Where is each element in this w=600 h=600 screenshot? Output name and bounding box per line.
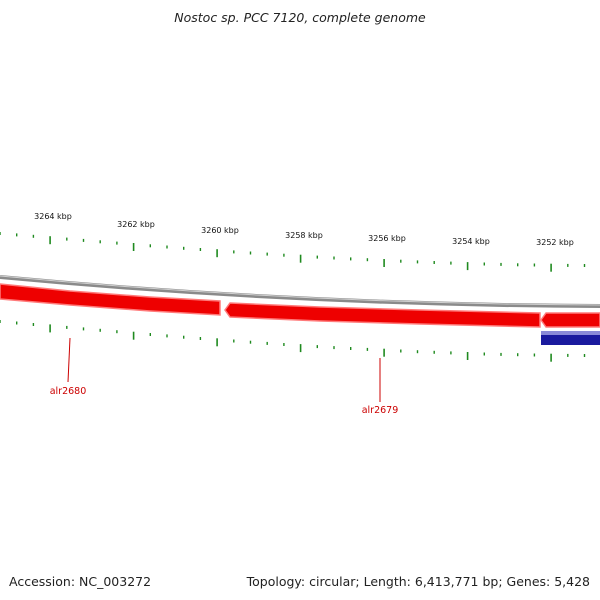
gene-neighbor-forward[interactable]: [540, 312, 600, 328]
kbp-label: 3260 kbp: [201, 226, 239, 235]
genome-backbone: [0, 275, 600, 308]
inner-scale-ticks: [0, 320, 586, 362]
gene-label: alr2680: [50, 386, 87, 397]
gene-arrow-alr2680[interactable]: [0, 283, 221, 316]
gene-arrow-forward-edge[interactable]: [540, 312, 600, 328]
gene-label-alr2680: alr2680: [50, 337, 87, 397]
accession: Accession: NC_003272: [9, 574, 151, 589]
kbp-labels: 3264 kbp 3262 kbp 3260 kbp 3258 kbp 3256…: [34, 212, 574, 247]
gene-block-reverse-highlight: [541, 331, 600, 335]
kbp-label: 3264 kbp: [34, 212, 72, 221]
outer-scale-ticks: [0, 232, 586, 272]
gene-reverse-strand[interactable]: [541, 331, 600, 345]
kbp-label: 3258 kbp: [285, 231, 323, 240]
gene-label: alr2679: [362, 405, 399, 416]
gene-label-alr2679: alr2679: [362, 358, 399, 416]
map-title: Nostoc sp. PCC 7120, complete genome: [174, 10, 426, 25]
kbp-label: 3252 kbp: [536, 238, 574, 247]
genome-summary: Topology: circular; Length: 6,413,771 bp…: [246, 574, 590, 589]
kbp-label: 3262 kbp: [117, 220, 155, 229]
gene-leader-line: [67, 337, 71, 383]
kbp-label: 3254 kbp: [452, 237, 490, 246]
gene-alr2679[interactable]: [224, 302, 541, 328]
gene-arrow-alr2679[interactable]: [224, 302, 541, 328]
kbp-label: 3256 kbp: [368, 234, 406, 243]
gene-alr2680[interactable]: [0, 283, 221, 316]
